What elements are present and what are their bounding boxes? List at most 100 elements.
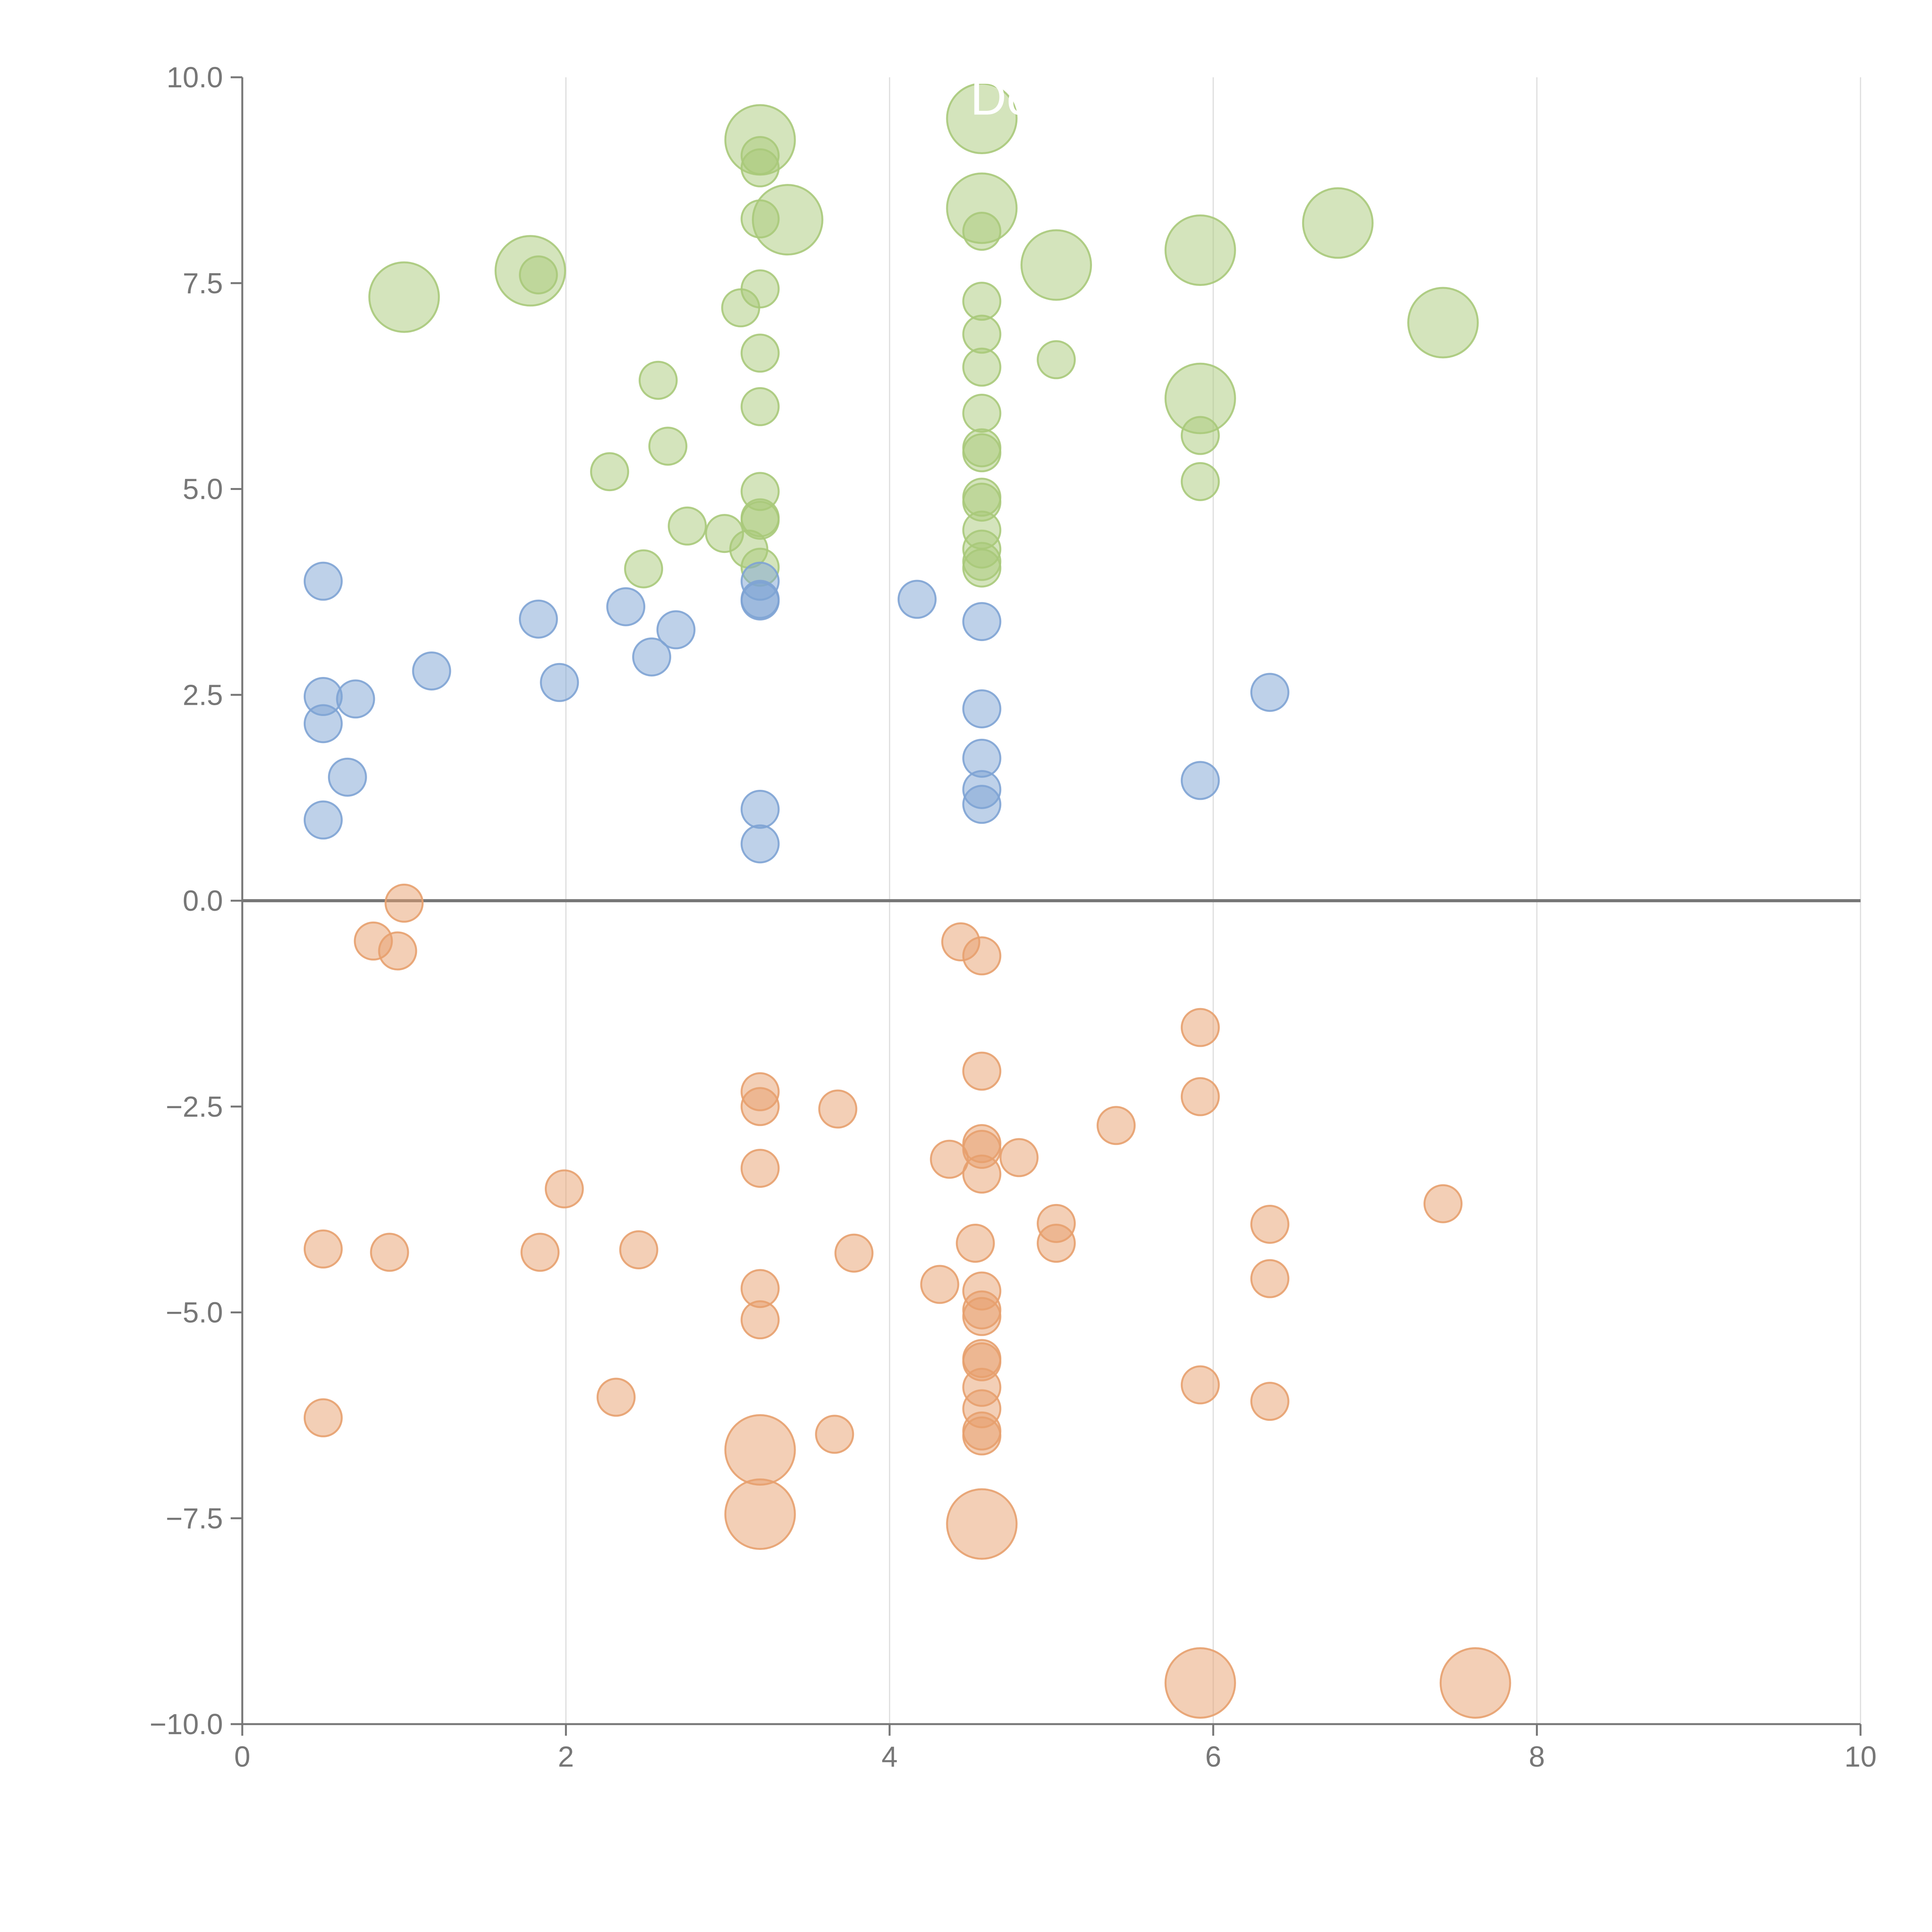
bubble-green [740, 148, 780, 187]
y-tick-label: 2.5 [183, 679, 223, 711]
x-tick-label: 2 [558, 1740, 574, 1773]
bubble-blue [740, 789, 780, 829]
bubble-green [740, 500, 780, 540]
bubble-green [1020, 229, 1092, 301]
x-tick-label: 6 [1205, 1740, 1221, 1773]
bubble-blue [303, 704, 343, 743]
bubble-green [1037, 340, 1076, 379]
bubble-green [962, 433, 1002, 473]
bubble-blue [656, 610, 696, 650]
bubble-green [740, 269, 780, 309]
bubble-green [1180, 416, 1220, 455]
bubble-blue [897, 580, 937, 619]
bubble-orange [384, 883, 424, 923]
bubble-green [946, 83, 1018, 155]
bubble-green [1407, 287, 1479, 359]
x-tick-label: 0 [234, 1740, 250, 1773]
bubble-blue [962, 785, 1002, 824]
bubble-blue [606, 587, 646, 626]
bubble-blue [1180, 761, 1220, 800]
bubble-orange [740, 1149, 780, 1188]
bubble-orange [303, 1398, 343, 1437]
bubble-orange [962, 1416, 1002, 1456]
bubble-blue [303, 800, 343, 840]
bubble-orange [1037, 1223, 1076, 1263]
bubble-orange [946, 1488, 1018, 1560]
bubble-blue [632, 637, 672, 677]
bubble-green [962, 315, 1002, 354]
y-tick-label: −10.0 [150, 1708, 223, 1740]
bubble-orange [619, 1230, 658, 1270]
x-tick-label: 4 [881, 1740, 898, 1773]
bubble-blue [740, 824, 780, 864]
bubble-blue [336, 679, 375, 719]
bubble-green [962, 548, 1002, 588]
y-tick-label: −7.5 [166, 1502, 223, 1534]
bubble-orange [1180, 1008, 1220, 1047]
bubble-orange [544, 1169, 584, 1209]
bubble-blue [519, 599, 558, 639]
bubble-green [668, 506, 707, 546]
bubble-blue [1250, 673, 1289, 712]
bubble-orange [724, 1478, 796, 1550]
bubble-green [752, 184, 823, 256]
bubble-orange [834, 1233, 874, 1273]
bubble-orange [520, 1233, 560, 1272]
bubble-green [519, 255, 558, 294]
bubble-orange [956, 1223, 995, 1263]
bubble-green [1180, 462, 1220, 501]
bubble-green [962, 211, 1002, 251]
bubble-blue [412, 651, 451, 690]
bubble-orange [724, 1414, 796, 1486]
bubble-green [962, 393, 1002, 433]
bubble-orange [1439, 1647, 1511, 1719]
bubble-orange [378, 931, 417, 971]
annotations: Do [970, 69, 1034, 126]
axes: 10.0 7.5 5.0 2.5 0.0 −2.5 −5.0 −7.5 −10.0 0 2 4 6 8 10 [150, 61, 1877, 1773]
bubble-annotation: Do [970, 69, 1034, 126]
bubble-orange [1180, 1077, 1220, 1116]
y-tick-label: 0.0 [183, 884, 223, 917]
x-tick-label: 10 [1844, 1740, 1876, 1773]
bubble-orange [1180, 1365, 1220, 1405]
bubble-orange [1097, 1106, 1136, 1145]
y-tick-label: −2.5 [166, 1090, 223, 1123]
bubble-blue [303, 561, 343, 601]
bubble-green [962, 282, 1002, 321]
y-tick-label: 5.0 [183, 473, 223, 505]
bubble-green [740, 333, 780, 373]
bubble-orange [962, 1051, 1002, 1091]
bubble-orange [920, 1265, 959, 1304]
bubble-blue [328, 757, 367, 797]
bubble-green [1164, 214, 1236, 286]
bubble-orange [818, 1089, 857, 1129]
bubble-orange [1250, 1204, 1289, 1244]
y-tick-label: −5.0 [166, 1296, 223, 1329]
bubble-orange [370, 1233, 409, 1272]
bubble-green [962, 347, 1002, 387]
y-tick-label: 10.0 [167, 61, 223, 94]
x-tick-label: 8 [1529, 1740, 1545, 1773]
bubble-green [368, 261, 440, 333]
bubble-green [624, 549, 663, 588]
bubble-orange [930, 1139, 969, 1179]
bubble-orange [1423, 1184, 1463, 1223]
bubble-green [648, 427, 687, 466]
bubble-orange [1250, 1259, 1289, 1298]
bubble-orange [596, 1378, 636, 1417]
bubble-orange [815, 1415, 854, 1454]
bubble-orange [303, 1229, 343, 1269]
bubbles [303, 83, 1511, 1719]
bubble-orange [962, 1297, 1002, 1336]
bubble-orange [962, 936, 1002, 976]
bubble-orange [1250, 1382, 1289, 1421]
bubble-orange [1164, 1647, 1236, 1719]
bubble-orange [999, 1138, 1039, 1177]
bubble-orange [740, 1300, 780, 1340]
bubble-orange [962, 1154, 1002, 1194]
bubble-blue [962, 602, 1002, 641]
y-tick-label: 7.5 [183, 267, 223, 299]
bubble-blue [962, 689, 1002, 728]
bubble-green [638, 361, 678, 400]
